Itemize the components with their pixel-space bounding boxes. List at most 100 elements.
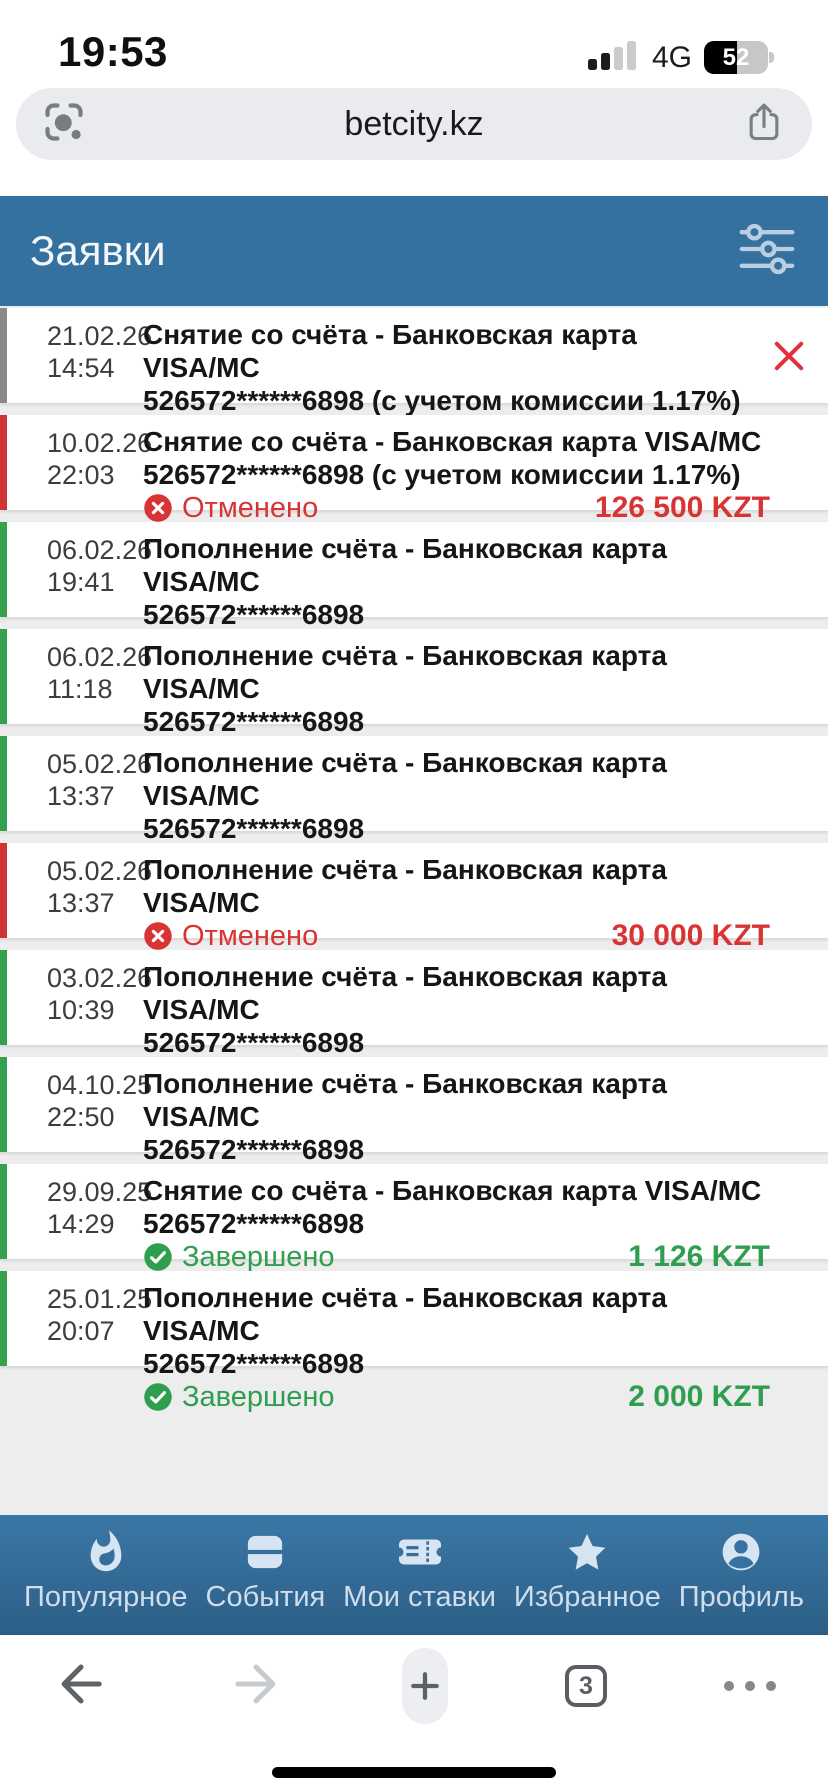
transaction-title-line1: Снятие со счёта - Банковская карта VISA/… bbox=[143, 426, 762, 457]
transaction-row[interactable]: 05.02.26 13:37 Пополнение счёта - Банков… bbox=[0, 843, 828, 952]
status-stripe bbox=[0, 522, 7, 617]
transaction-time: 10:39 bbox=[47, 995, 115, 1025]
cancel-request-button[interactable] bbox=[770, 736, 828, 831]
transaction-title-line2: 526572******6898 bbox=[143, 706, 365, 737]
bet-slip-icon bbox=[398, 1539, 441, 1565]
transaction-time: 11:18 bbox=[47, 674, 113, 704]
network-type-label: 4G bbox=[651, 40, 692, 74]
close-icon bbox=[774, 341, 804, 370]
transaction-row[interactable]: 03.02.26 10:39 Пополнение счёта - Банков… bbox=[0, 950, 828, 1092]
cancel-request-button[interactable] bbox=[770, 1271, 828, 1366]
home-indicator[interactable] bbox=[272, 1767, 556, 1778]
transaction-title-line2: 526572******6898 bbox=[143, 1208, 365, 1239]
transaction-datetime: 03.02.26 10:39 bbox=[47, 962, 153, 1045]
transaction-row[interactable]: 05.02.26 13:37 Пополнение счёта - Банков… bbox=[0, 736, 828, 878]
transaction-time: 19:41 bbox=[47, 567, 115, 597]
cancelled-icon bbox=[144, 922, 172, 950]
status-badge: Завершено bbox=[143, 1241, 335, 1274]
transaction-row[interactable]: 06.02.26 11:18 Пополнение счёта - Банков… bbox=[0, 629, 828, 771]
nav-label: Популярное bbox=[24, 1581, 188, 1613]
forward-button[interactable] bbox=[227, 1655, 285, 1718]
cancel-request-button[interactable] bbox=[750, 308, 828, 403]
battery-percent: 52 bbox=[722, 43, 750, 71]
transaction-date: 06.02.26 bbox=[47, 642, 153, 672]
transaction-body: Снятие со счёта - Банковская карта VISA/… bbox=[135, 415, 770, 524]
transaction-row[interactable]: 10.02.26 22:03 Снятие со счёта - Банковс… bbox=[0, 415, 828, 524]
transaction-datetime: 04.10.25 22:50 bbox=[47, 1069, 152, 1152]
nav-item-events[interactable]: События bbox=[205, 1529, 326, 1614]
nav-label: События bbox=[205, 1581, 326, 1613]
transaction-title-line2: 526572******6898 bbox=[143, 599, 365, 630]
nav-item-my-bets[interactable]: Мои ставки bbox=[343, 1529, 496, 1614]
tab-switcher-button[interactable]: 3 bbox=[565, 1665, 607, 1707]
transaction-body: Пополнение счёта - Банковская карта VISA… bbox=[135, 843, 770, 952]
filter-icon[interactable] bbox=[736, 221, 798, 282]
cancel-request-button[interactable] bbox=[770, 415, 828, 510]
transaction-footer: Завершено 1 126 KZT bbox=[143, 1240, 770, 1274]
nav-item-favorites[interactable]: Избранное bbox=[514, 1529, 661, 1614]
new-tab-button[interactable] bbox=[402, 1648, 448, 1724]
transaction-time: 13:37 bbox=[47, 888, 115, 918]
transaction-title: Пополнение счёта - Банковская карта VISA… bbox=[143, 1067, 770, 1166]
transaction-datetime: 29.09.25 14:29 bbox=[47, 1176, 153, 1259]
transaction-footer: Отменено 126 500 KZT bbox=[143, 491, 770, 525]
nav-item-profile[interactable]: Профиль bbox=[679, 1529, 804, 1614]
address-bar[interactable]: betcity.kz bbox=[16, 88, 812, 160]
transaction-datetime: 25.01.25 20:07 bbox=[47, 1283, 152, 1366]
transaction-title-line1: Пополнение счёта - Банковская карта VISA… bbox=[143, 1068, 667, 1132]
spacer bbox=[0, 160, 828, 196]
transaction-row[interactable]: 04.10.25 22:50 Пополнение счёта - Банков… bbox=[0, 1057, 828, 1199]
transaction-title: Пополнение счёта - Банковская карта VISA… bbox=[143, 853, 770, 919]
transaction-row[interactable]: 21.02.26 14:54 Снятие со счёта - Банковс… bbox=[0, 308, 828, 450]
cancel-request-button[interactable] bbox=[770, 629, 828, 724]
transaction-date: 29.09.25 bbox=[47, 1177, 153, 1207]
transaction-datetime: 06.02.26 19:41 bbox=[47, 534, 152, 617]
lens-icon[interactable] bbox=[42, 100, 86, 149]
transaction-title-line2: 526572******6898 (с учетом комиссии 1.17… bbox=[143, 385, 741, 416]
cancel-request-button[interactable] bbox=[770, 950, 828, 1045]
status-stripe bbox=[0, 736, 7, 831]
transaction-date: 10.02.26 bbox=[47, 428, 153, 458]
status-badge: Отменено bbox=[143, 920, 318, 953]
transaction-time: 13:37 bbox=[47, 781, 115, 811]
cancel-request-button[interactable] bbox=[770, 843, 828, 938]
transaction-title-line1: Пополнение счёта - Банковская карта VISA… bbox=[143, 640, 667, 704]
status-label: Завершено bbox=[182, 1240, 335, 1273]
back-button[interactable] bbox=[52, 1655, 110, 1718]
transaction-title-line1: Снятие со счёта - Банковская карта VISA/… bbox=[143, 319, 637, 383]
transaction-amount: 2 000 KZT bbox=[628, 1380, 770, 1413]
transaction-row[interactable]: 29.09.25 14:29 Снятие со счёта - Банковс… bbox=[0, 1164, 828, 1273]
browser-url-row: betcity.kz bbox=[0, 88, 828, 160]
transaction-title-line2: 526572******6898 bbox=[143, 1348, 365, 1379]
transaction-body: Пополнение счёта - Банковская карта VISA… bbox=[135, 522, 770, 664]
flame-icon bbox=[90, 1530, 122, 1572]
completed-icon bbox=[144, 1243, 172, 1271]
events-icon bbox=[248, 1535, 283, 1569]
transaction-body: Снятие со счёта - Банковская карта VISA/… bbox=[135, 1164, 770, 1273]
transaction-row[interactable]: 25.01.25 20:07 Пополнение счёта - Банков… bbox=[0, 1271, 828, 1413]
transaction-datetime: 05.02.26 13:37 bbox=[47, 748, 152, 831]
browser-toolbar: 3 bbox=[0, 1635, 828, 1792]
cancel-request-button[interactable] bbox=[770, 522, 828, 617]
transaction-date: 03.02.26 bbox=[47, 963, 153, 993]
dot bbox=[724, 1681, 734, 1691]
status-stripe bbox=[0, 1057, 7, 1152]
transactions-list: 21.02.26 14:54 Снятие со счёта - Банковс… bbox=[0, 306, 828, 1515]
completed-icon bbox=[144, 1383, 172, 1411]
transaction-datetime: 05.02.26 13:37 bbox=[47, 855, 153, 938]
transaction-row[interactable]: 06.02.26 19:41 Пополнение счёта - Банков… bbox=[0, 522, 828, 664]
transaction-date: 05.02.26 bbox=[47, 856, 153, 886]
nav-item-popular[interactable]: Популярное bbox=[24, 1529, 188, 1614]
site-bottom-nav: Популярное События bbox=[0, 1515, 828, 1635]
cancelled-icon bbox=[144, 494, 172, 522]
browser-menu-button[interactable] bbox=[724, 1681, 776, 1691]
url-text[interactable]: betcity.kz bbox=[344, 104, 484, 143]
nav-label: Профиль bbox=[678, 1581, 804, 1613]
cancel-request-button[interactable] bbox=[770, 1057, 828, 1152]
cancel-request-button[interactable] bbox=[770, 1164, 828, 1259]
share-icon[interactable] bbox=[742, 100, 786, 149]
transaction-title-line2: 526572******6898 bbox=[143, 1027, 365, 1058]
transaction-title: Снятие со счёта - Банковская карта VISA/… bbox=[143, 425, 770, 491]
transaction-title-line1: Снятие со счёта - Банковская карта VISA/… bbox=[143, 1175, 762, 1206]
transaction-body: Пополнение счёта - Банковская карта VISA… bbox=[135, 1271, 770, 1413]
